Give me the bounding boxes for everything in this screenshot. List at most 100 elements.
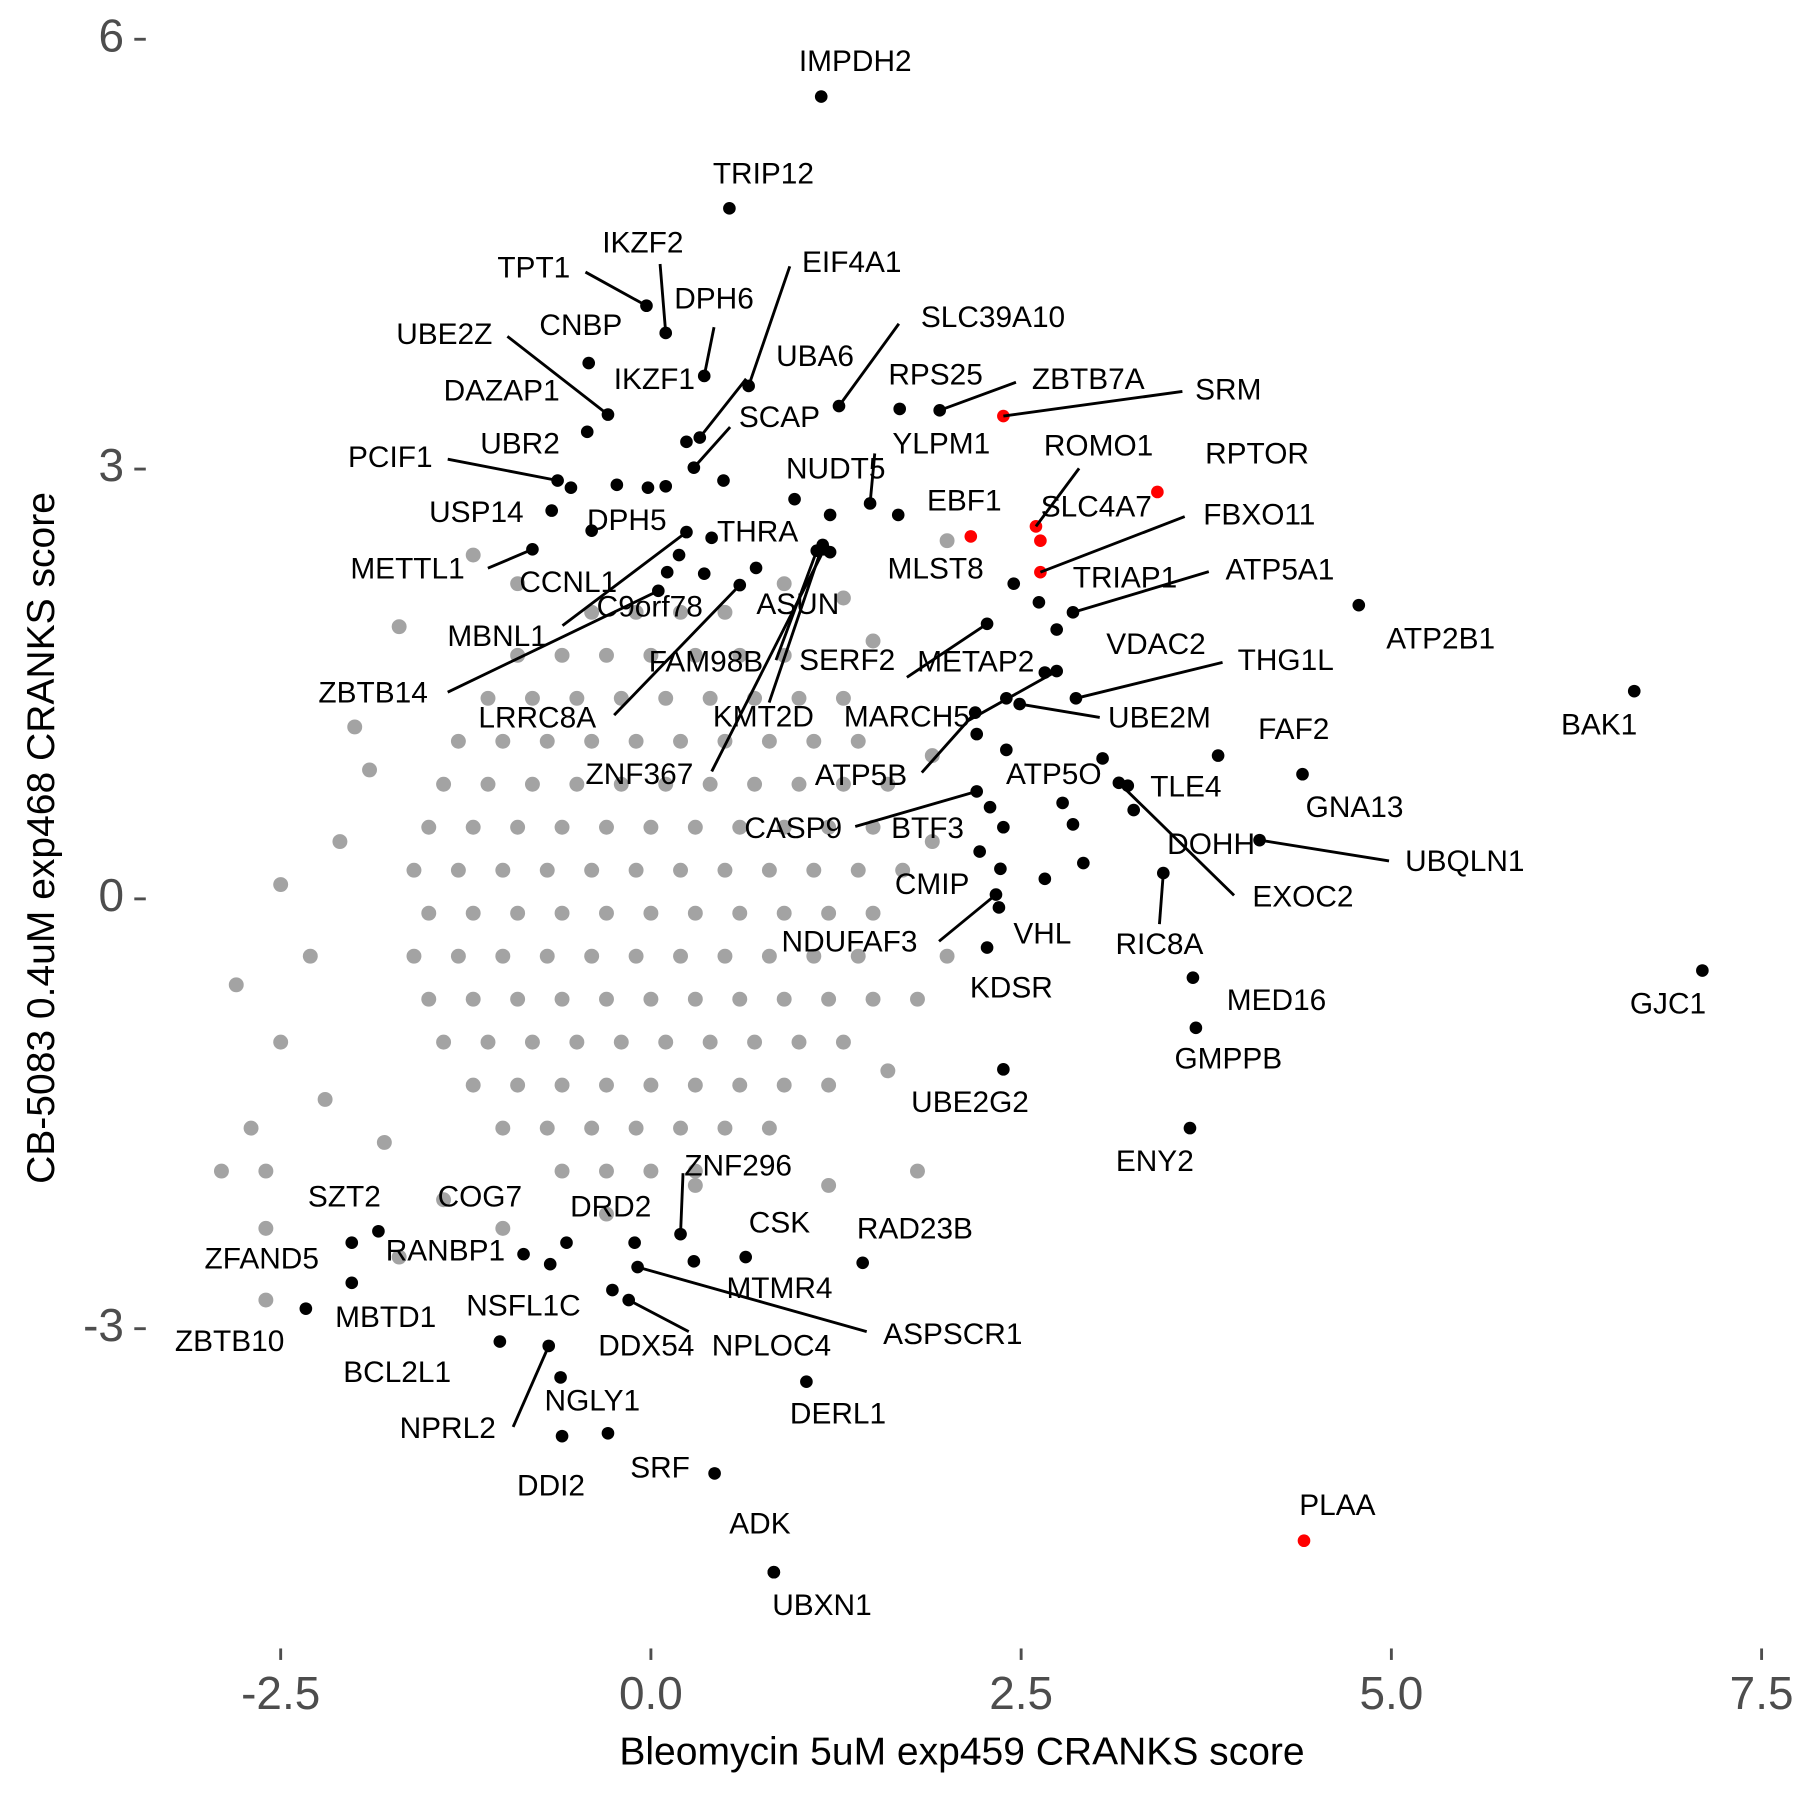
point bbox=[613, 776, 629, 792]
point-label: DAZAP1 bbox=[444, 374, 560, 407]
point bbox=[856, 1256, 869, 1270]
point bbox=[767, 1565, 781, 1579]
point bbox=[850, 733, 866, 749]
point bbox=[628, 733, 644, 749]
point bbox=[1296, 767, 1309, 781]
point bbox=[628, 948, 644, 964]
point-label: PCIF1 bbox=[348, 441, 433, 474]
point-label: GNA13 bbox=[1306, 791, 1404, 824]
points-layer bbox=[213, 90, 1709, 1579]
point bbox=[1189, 1021, 1203, 1035]
point-label: ZNF296 bbox=[684, 1149, 792, 1182]
label-segment bbox=[692, 426, 732, 469]
point bbox=[865, 633, 881, 649]
label-segment bbox=[511, 1345, 551, 1428]
point bbox=[628, 1236, 641, 1250]
point bbox=[983, 800, 997, 814]
point-label: SERF2 bbox=[799, 644, 895, 677]
label-segment bbox=[447, 457, 558, 482]
point bbox=[376, 1134, 392, 1150]
point bbox=[1050, 623, 1063, 636]
point bbox=[747, 776, 763, 792]
point bbox=[599, 991, 614, 1007]
point-label: EIF4A1 bbox=[802, 246, 901, 279]
point bbox=[1696, 964, 1709, 977]
point bbox=[1211, 749, 1225, 762]
point bbox=[865, 991, 881, 1007]
point bbox=[406, 862, 422, 878]
point-label: MED16 bbox=[1227, 984, 1326, 1017]
point bbox=[599, 1077, 614, 1093]
point bbox=[450, 948, 466, 964]
point bbox=[776, 991, 792, 1007]
point bbox=[672, 548, 686, 562]
point bbox=[702, 776, 718, 792]
point bbox=[510, 1077, 526, 1093]
point bbox=[539, 948, 555, 964]
point bbox=[732, 647, 748, 663]
point bbox=[421, 819, 437, 835]
point bbox=[893, 402, 907, 416]
point bbox=[997, 409, 1010, 423]
point-label: METTL1 bbox=[350, 552, 464, 585]
point bbox=[599, 819, 614, 835]
point-label: FAM98B bbox=[649, 645, 763, 678]
point bbox=[569, 690, 585, 706]
point-label: VDAC2 bbox=[1106, 628, 1205, 661]
point bbox=[480, 1034, 496, 1050]
point-label: YLPM1 bbox=[892, 427, 990, 460]
point-label: UBR2 bbox=[480, 427, 560, 460]
point-label: DPH5 bbox=[587, 504, 667, 537]
segments-layer bbox=[447, 263, 1390, 1428]
point bbox=[1034, 565, 1047, 579]
point bbox=[1077, 856, 1090, 870]
point bbox=[599, 647, 614, 663]
point-label: UBA6 bbox=[776, 340, 854, 373]
point bbox=[299, 1302, 313, 1315]
point-label: TLE4 bbox=[1150, 771, 1221, 804]
point bbox=[465, 819, 481, 835]
point bbox=[510, 819, 526, 835]
point bbox=[524, 1034, 540, 1050]
axes-layer: -3 0 3 6 -2.5 0.0 2.5 5.0 7.5 bbox=[83, 9, 1793, 1718]
point bbox=[258, 1163, 274, 1179]
point bbox=[599, 1206, 614, 1222]
point bbox=[213, 1163, 229, 1179]
point bbox=[821, 905, 837, 921]
point bbox=[835, 776, 851, 792]
point bbox=[421, 905, 437, 921]
point bbox=[776, 905, 792, 921]
label-segment bbox=[584, 270, 648, 307]
point-label: ASPSCR1 bbox=[883, 1318, 1022, 1351]
point-label: SCAP bbox=[739, 401, 820, 434]
point bbox=[761, 733, 777, 749]
point bbox=[1066, 606, 1080, 619]
point bbox=[865, 905, 881, 921]
point-label: SLC39A10 bbox=[921, 301, 1065, 334]
point bbox=[554, 905, 570, 921]
point bbox=[641, 481, 655, 495]
label-segment bbox=[1259, 838, 1390, 863]
label-segment bbox=[487, 547, 533, 570]
point bbox=[569, 1034, 585, 1050]
point bbox=[1056, 796, 1069, 810]
point bbox=[554, 1077, 570, 1093]
point bbox=[702, 1034, 718, 1050]
point bbox=[806, 862, 822, 878]
point bbox=[643, 905, 659, 921]
point bbox=[510, 576, 526, 592]
label-segment bbox=[747, 265, 792, 387]
point-label: IKZF1 bbox=[614, 363, 695, 396]
point bbox=[643, 991, 659, 1007]
point bbox=[964, 530, 978, 543]
point bbox=[791, 1034, 807, 1050]
point bbox=[880, 1063, 896, 1079]
label-segment bbox=[447, 589, 659, 694]
point bbox=[585, 524, 598, 537]
label-segment bbox=[698, 377, 748, 439]
point bbox=[1069, 691, 1083, 705]
y-tick-label: 0 bbox=[98, 869, 124, 921]
label-segment bbox=[710, 548, 826, 773]
point-label: ASUN bbox=[756, 588, 839, 621]
